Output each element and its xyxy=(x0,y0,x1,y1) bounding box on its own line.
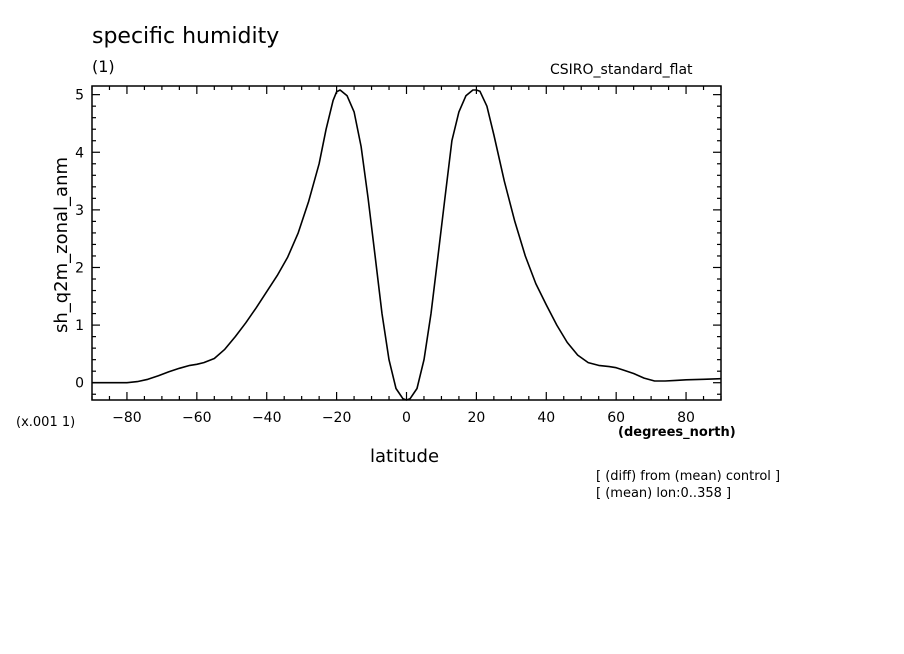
tick-labels: −80 −60 −40 −20 0 20 40 60 80 0 1 2 3 4 5 xyxy=(75,88,695,426)
chart-units: (1) xyxy=(92,57,115,76)
plot-frame xyxy=(91,85,722,401)
x-tick-label: 20 xyxy=(467,410,485,426)
x-tick-label: 40 xyxy=(537,410,555,426)
x-axis-label: latitude xyxy=(370,446,440,467)
model-label: CSIRO_standard_flat xyxy=(550,62,693,78)
y-tick-label: 5 xyxy=(75,88,84,104)
annotation-mean: [ (mean) lon:0..358 ] xyxy=(596,486,732,501)
x-tick-label: 0 xyxy=(402,410,411,426)
y-tick-label: 3 xyxy=(75,203,84,219)
series-line xyxy=(92,89,722,401)
x-tick-label: −40 xyxy=(252,410,282,426)
axis-ticks xyxy=(91,86,722,400)
x-tick-label: 60 xyxy=(607,410,625,426)
annotation-diff: [ (diff) from (mean) control ] xyxy=(596,469,781,484)
chart-title: specific humidity xyxy=(92,24,280,49)
y-tick-label: 2 xyxy=(75,260,84,276)
x-tick-label: −80 xyxy=(112,410,142,426)
y-tick-label: 0 xyxy=(75,376,84,392)
x-axis-units: (degrees_north) xyxy=(618,425,736,440)
x-tick-label: 80 xyxy=(677,410,695,426)
y-scale-note: (x.001 1) xyxy=(16,415,76,430)
x-tick-label: −20 xyxy=(322,410,352,426)
y-tick-label: 4 xyxy=(75,145,84,161)
x-tick-label: −60 xyxy=(182,410,212,426)
y-tick-label: 1 xyxy=(75,318,84,334)
